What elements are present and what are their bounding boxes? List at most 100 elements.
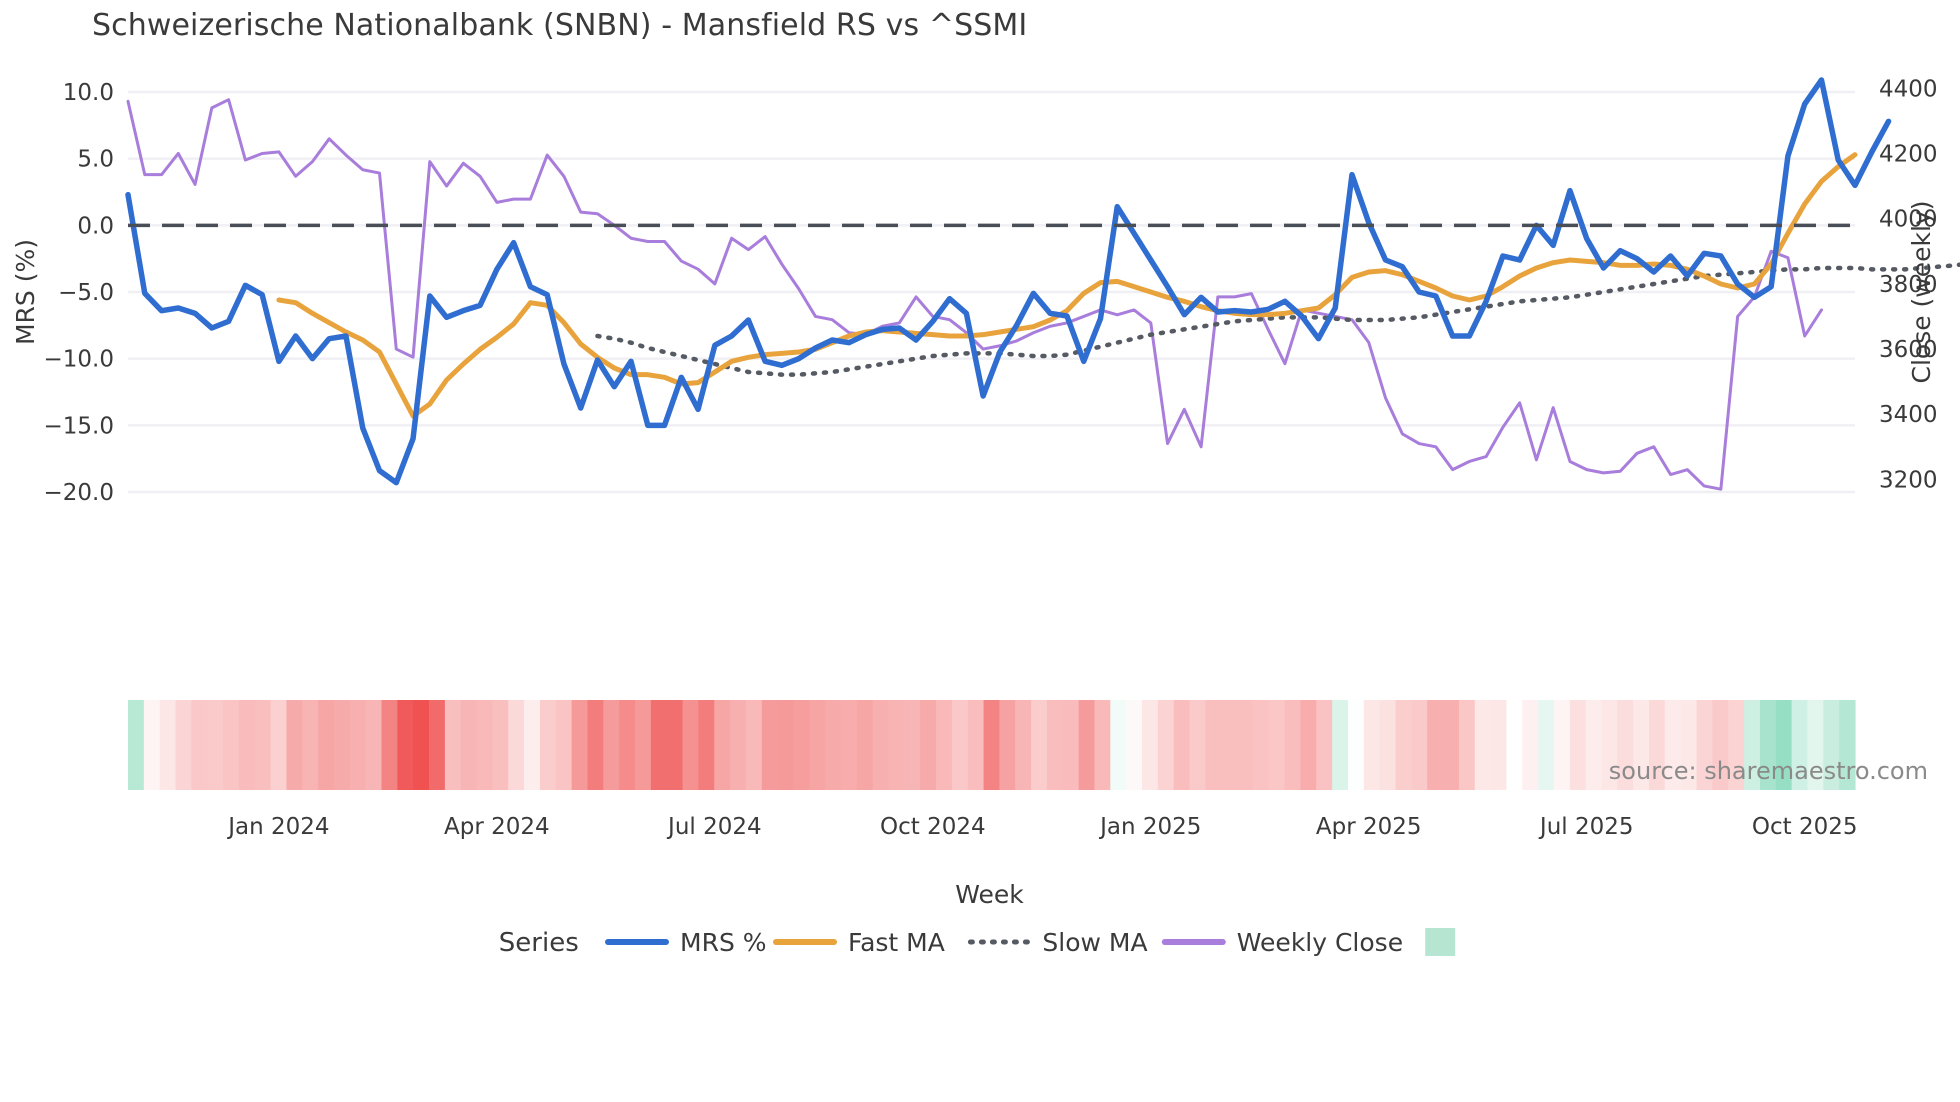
- right-tick-label: 3800: [1879, 272, 1938, 298]
- heatmap-cell: [793, 700, 810, 790]
- left-axis-title: MRS (%): [11, 239, 40, 345]
- heatmap-cell: [1157, 700, 1175, 790]
- heatmap-cell: [1839, 700, 1856, 790]
- heatmap-cell: [856, 700, 874, 790]
- heatmap-cell: [318, 700, 335, 790]
- heatmap-cell: [745, 700, 763, 790]
- right-tick-label: 4400: [1879, 76, 1938, 102]
- heatmap-cell: [1031, 700, 1048, 790]
- heatmap-cell: [904, 700, 921, 790]
- heatmap-cell: [936, 700, 953, 790]
- legend-label[interactable]: MRS %: [680, 928, 767, 957]
- heatmap-cell: [365, 700, 383, 790]
- x-tick-label: Apr 2024: [444, 814, 550, 840]
- x-tick-label: Apr 2025: [1316, 814, 1422, 840]
- legend-label[interactable]: Slow MA: [1042, 928, 1147, 957]
- heatmap-cell: [666, 700, 684, 790]
- heatmap-cell: [1712, 700, 1729, 790]
- heatmap-cell: [1427, 700, 1444, 790]
- heatmap-cell: [270, 700, 288, 790]
- heatmap-cell: [1189, 700, 1206, 790]
- heatmap-cell: [175, 700, 192, 790]
- left-tick-label: 0.0: [77, 213, 114, 239]
- heatmap-cell: [381, 700, 398, 790]
- heatmap-cell: [761, 700, 779, 790]
- heatmap-cell: [333, 700, 351, 790]
- heatmap-cell: [1046, 700, 1064, 790]
- heatmap-cell: [635, 700, 652, 790]
- x-axis-title: Week: [955, 880, 1024, 909]
- heatmap-cell: [571, 700, 589, 790]
- heatmap-cell: [1237, 700, 1254, 790]
- heatmap-cell: [920, 700, 937, 790]
- series-lines: [125, 77, 1960, 491]
- heatmap-cell: [1791, 700, 1809, 790]
- heatmap-cell: [1443, 700, 1460, 790]
- heatmap-cell: [444, 700, 462, 790]
- heatmap-cell: [1696, 700, 1714, 790]
- heatmap-cell: [825, 700, 842, 790]
- right-tick-label: 3400: [1879, 402, 1938, 428]
- chart-title: Schweizerische Nationalbank (SNBN) - Man…: [92, 8, 1028, 43]
- legend-label[interactable]: Weekly Close: [1237, 928, 1403, 957]
- legend: Series MRS % Fast MA Slow MA Weekly Close: [499, 928, 1456, 958]
- heatmap-cell: [191, 700, 208, 790]
- heatmap-cell: [1759, 700, 1777, 790]
- heatmap-cell: [1506, 700, 1523, 790]
- left-tick-label: −5.0: [58, 280, 114, 306]
- heatmap-cell: [650, 700, 668, 790]
- heatmap-cell: [682, 700, 699, 790]
- heatmap-cell: [1458, 700, 1476, 790]
- heatmap-cell: [951, 700, 969, 790]
- right-tick-label: 3600: [1879, 337, 1938, 363]
- left-tick-label: −15.0: [44, 413, 114, 439]
- heatmap-cell: [397, 700, 414, 790]
- heatmap-cell: [888, 700, 905, 790]
- heatmap-cell: [460, 700, 478, 790]
- heatmap-cell: [587, 700, 604, 790]
- fast-ma-line: [276, 152, 1858, 419]
- heatmap-cell: [1411, 700, 1428, 790]
- heatmap-cell: [1664, 700, 1682, 790]
- heatmap-cell: [1015, 700, 1032, 790]
- legend-swatch-heatmap[interactable]: [1425, 928, 1456, 956]
- heatmap-cell: [1649, 700, 1666, 790]
- heatmap-cell: [1395, 700, 1412, 790]
- x-tick-label: Jan 2024: [226, 814, 329, 840]
- heatmap-cell: [1538, 700, 1555, 790]
- right-axis-ticks: 4400 4200 4000 3800 3600 3400 3200: [1879, 76, 1938, 493]
- left-tick-label: 5.0: [77, 147, 114, 173]
- heatmap-cell: [1110, 700, 1127, 790]
- heatmap-cell: [1379, 700, 1397, 790]
- legend-label[interactable]: Fast MA: [848, 928, 945, 957]
- heatmap-cell: [809, 700, 826, 790]
- heatmap-cell: [983, 700, 1001, 790]
- heatmap-cell: [508, 700, 525, 790]
- heatmap-cell: [1522, 700, 1539, 790]
- heatmap-cell: [1316, 700, 1333, 790]
- heatmap-cell: [1332, 700, 1349, 790]
- heatmap-cell: [730, 700, 747, 790]
- right-tick-label: 4200: [1879, 141, 1938, 167]
- right-tick-label: 3200: [1879, 467, 1938, 493]
- heatmap-cell: [223, 700, 240, 790]
- heatmap-cell: [476, 700, 494, 790]
- heatmap-cell: [302, 700, 319, 790]
- right-axis-title: Close (weekly): [1907, 201, 1936, 384]
- heatmap-strip: [128, 700, 1856, 790]
- heatmap-cell: [1062, 700, 1080, 790]
- heatmap-cell: [1553, 700, 1571, 790]
- x-tick-label: Jul 2024: [666, 814, 762, 840]
- heatmap-cell: [1300, 700, 1317, 790]
- heatmap-cell: [143, 700, 161, 790]
- heatmap-cell: [207, 700, 224, 790]
- mrs-line: [125, 77, 1892, 486]
- heatmap-cell: [967, 700, 985, 790]
- heatmap-cell: [413, 700, 430, 790]
- heatmap-cell: [1347, 700, 1365, 790]
- x-axis-ticks: Jan 2024 Apr 2024 Jul 2024 Oct 2024 Jan 2025…: [226, 814, 1857, 840]
- heatmap-cell: [872, 700, 890, 790]
- heatmap-cell: [238, 700, 256, 790]
- heatmap-cell: [1490, 700, 1508, 790]
